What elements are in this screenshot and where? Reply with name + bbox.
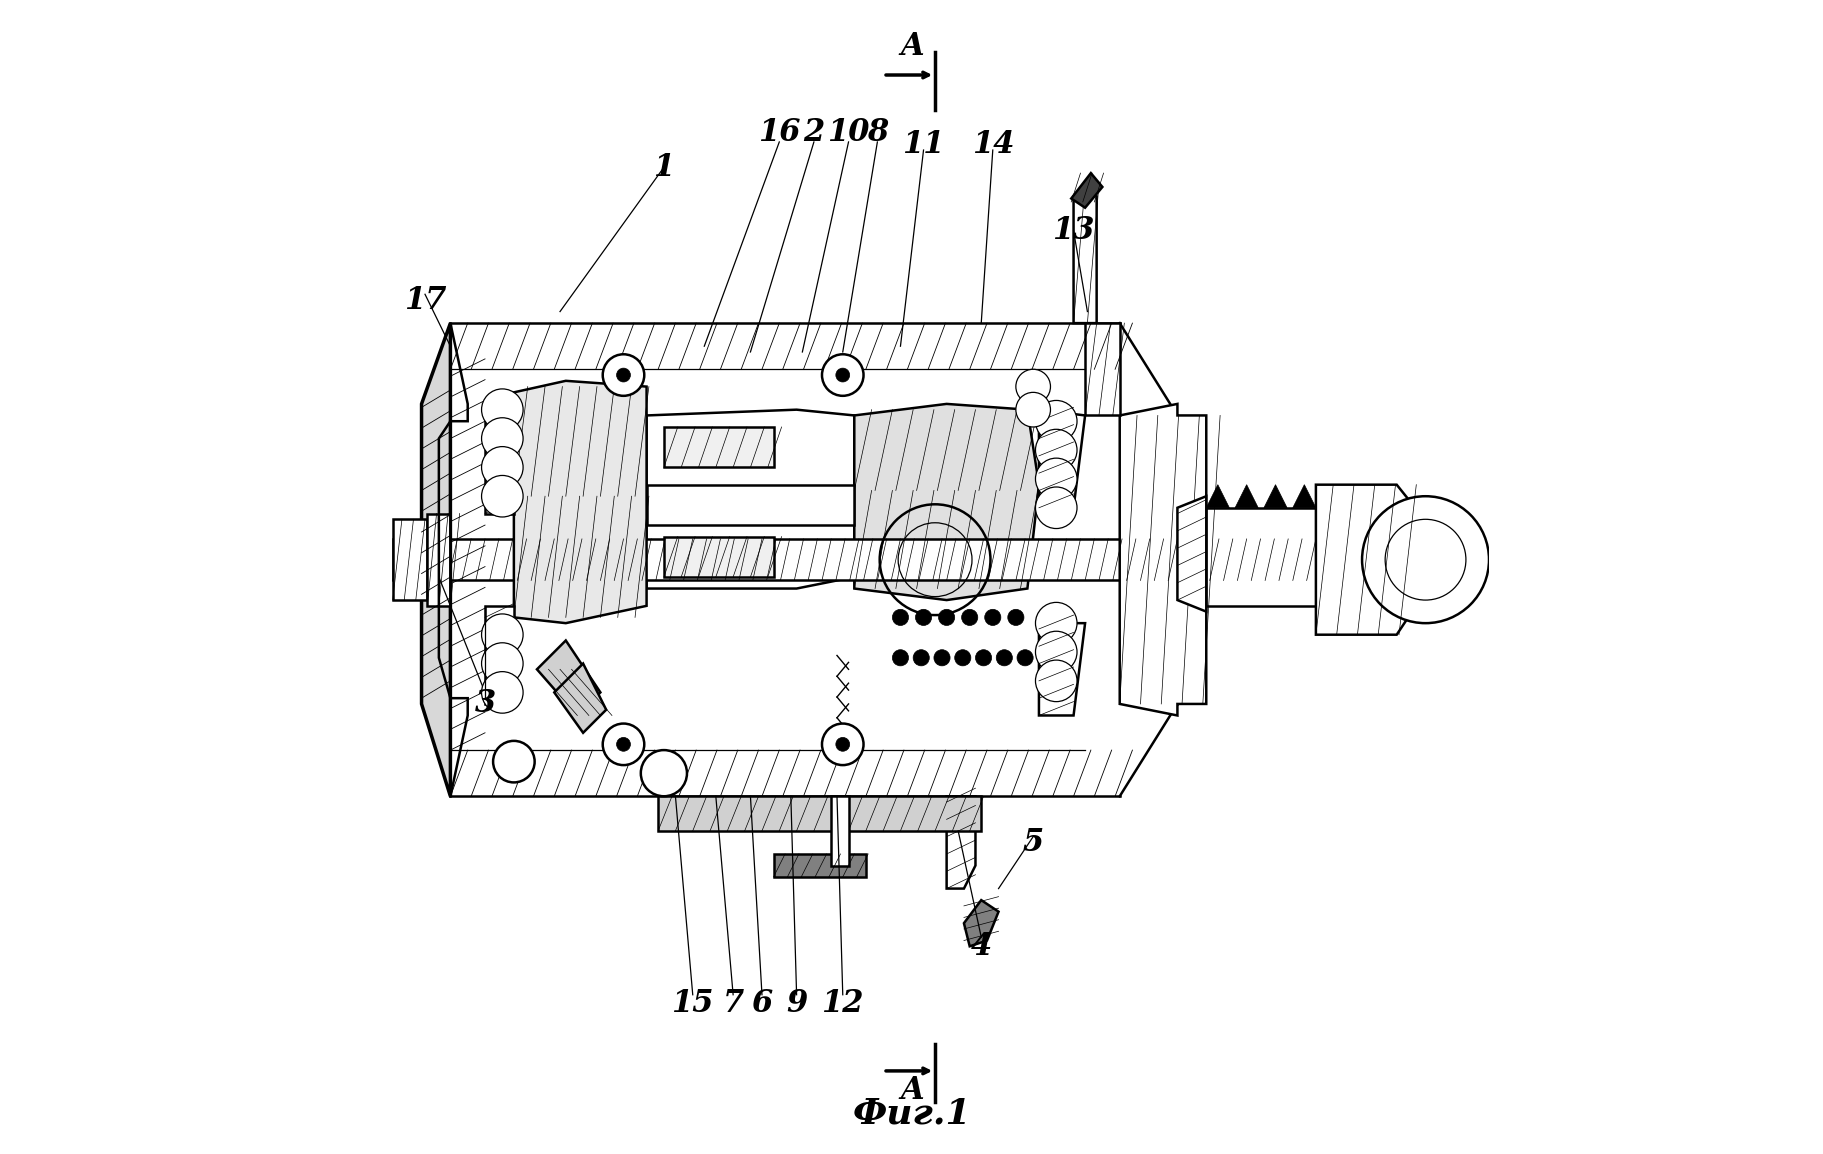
- Polygon shape: [853, 404, 1039, 600]
- Text: 14: 14: [972, 129, 1014, 159]
- Polygon shape: [664, 427, 773, 467]
- Polygon shape: [1205, 485, 1229, 508]
- Circle shape: [913, 650, 928, 666]
- Polygon shape: [485, 415, 514, 514]
- Polygon shape: [514, 381, 645, 623]
- Polygon shape: [536, 640, 600, 715]
- Polygon shape: [1039, 623, 1085, 715]
- Circle shape: [1035, 458, 1076, 500]
- Circle shape: [975, 650, 992, 666]
- Circle shape: [1015, 369, 1050, 404]
- Polygon shape: [554, 664, 605, 733]
- Text: 1: 1: [653, 152, 675, 182]
- Text: Фиг.1: Фиг.1: [851, 1096, 972, 1131]
- Circle shape: [1035, 602, 1076, 644]
- Polygon shape: [392, 519, 427, 600]
- Text: 8: 8: [866, 118, 888, 148]
- Circle shape: [939, 609, 953, 625]
- Polygon shape: [1263, 485, 1287, 508]
- Text: 16: 16: [758, 118, 800, 148]
- Text: 10: 10: [828, 118, 870, 148]
- Circle shape: [961, 609, 977, 625]
- Polygon shape: [1293, 485, 1314, 508]
- Circle shape: [1015, 392, 1050, 427]
- Text: A: A: [901, 31, 922, 61]
- Polygon shape: [664, 537, 773, 577]
- Circle shape: [1035, 631, 1076, 673]
- Circle shape: [891, 650, 908, 666]
- Polygon shape: [645, 485, 853, 525]
- Polygon shape: [427, 514, 450, 606]
- Text: 17: 17: [403, 285, 447, 315]
- Circle shape: [1017, 650, 1032, 666]
- Circle shape: [953, 650, 970, 666]
- Text: 5: 5: [1023, 827, 1043, 857]
- Polygon shape: [1039, 410, 1085, 508]
- Text: 15: 15: [671, 989, 713, 1019]
- Polygon shape: [1070, 173, 1101, 208]
- Circle shape: [1035, 429, 1076, 471]
- Polygon shape: [392, 539, 1314, 580]
- Circle shape: [1362, 496, 1488, 623]
- Polygon shape: [831, 796, 848, 866]
- Circle shape: [891, 609, 908, 625]
- Polygon shape: [1119, 404, 1205, 715]
- Text: 12: 12: [820, 989, 864, 1019]
- Polygon shape: [1074, 185, 1096, 323]
- Circle shape: [822, 354, 862, 396]
- Text: 9: 9: [786, 989, 808, 1019]
- Polygon shape: [1314, 485, 1418, 635]
- Polygon shape: [946, 796, 975, 889]
- Circle shape: [481, 672, 523, 713]
- Text: 6: 6: [751, 989, 773, 1019]
- Circle shape: [616, 737, 631, 751]
- Text: 7: 7: [722, 989, 744, 1019]
- Circle shape: [481, 475, 523, 517]
- Circle shape: [602, 724, 644, 765]
- Circle shape: [602, 354, 644, 396]
- Circle shape: [984, 609, 1001, 625]
- Circle shape: [933, 650, 950, 666]
- Circle shape: [1035, 400, 1076, 442]
- Circle shape: [1035, 660, 1076, 702]
- Text: 4: 4: [970, 931, 992, 961]
- Circle shape: [481, 643, 523, 684]
- Polygon shape: [963, 900, 997, 946]
- Polygon shape: [1178, 496, 1205, 612]
- Text: A: A: [901, 1076, 922, 1106]
- Circle shape: [1008, 609, 1023, 625]
- Polygon shape: [1205, 508, 1314, 606]
- Polygon shape: [773, 854, 866, 877]
- Circle shape: [822, 724, 862, 765]
- Circle shape: [835, 368, 850, 382]
- Circle shape: [481, 447, 523, 488]
- Circle shape: [1035, 487, 1076, 529]
- Polygon shape: [645, 410, 853, 589]
- Polygon shape: [1234, 485, 1258, 508]
- Circle shape: [481, 614, 523, 655]
- Circle shape: [616, 368, 631, 382]
- Text: 2: 2: [802, 118, 824, 148]
- Circle shape: [481, 389, 523, 430]
- Polygon shape: [1085, 323, 1119, 415]
- Circle shape: [640, 750, 687, 796]
- Polygon shape: [485, 606, 514, 704]
- Circle shape: [481, 418, 523, 459]
- Text: 3: 3: [474, 689, 496, 719]
- Text: 11: 11: [902, 129, 944, 159]
- Circle shape: [915, 609, 932, 625]
- Circle shape: [492, 741, 534, 782]
- Circle shape: [835, 737, 850, 751]
- Text: 13: 13: [1052, 216, 1094, 246]
- Circle shape: [995, 650, 1012, 666]
- Polygon shape: [421, 323, 450, 796]
- Polygon shape: [658, 796, 981, 831]
